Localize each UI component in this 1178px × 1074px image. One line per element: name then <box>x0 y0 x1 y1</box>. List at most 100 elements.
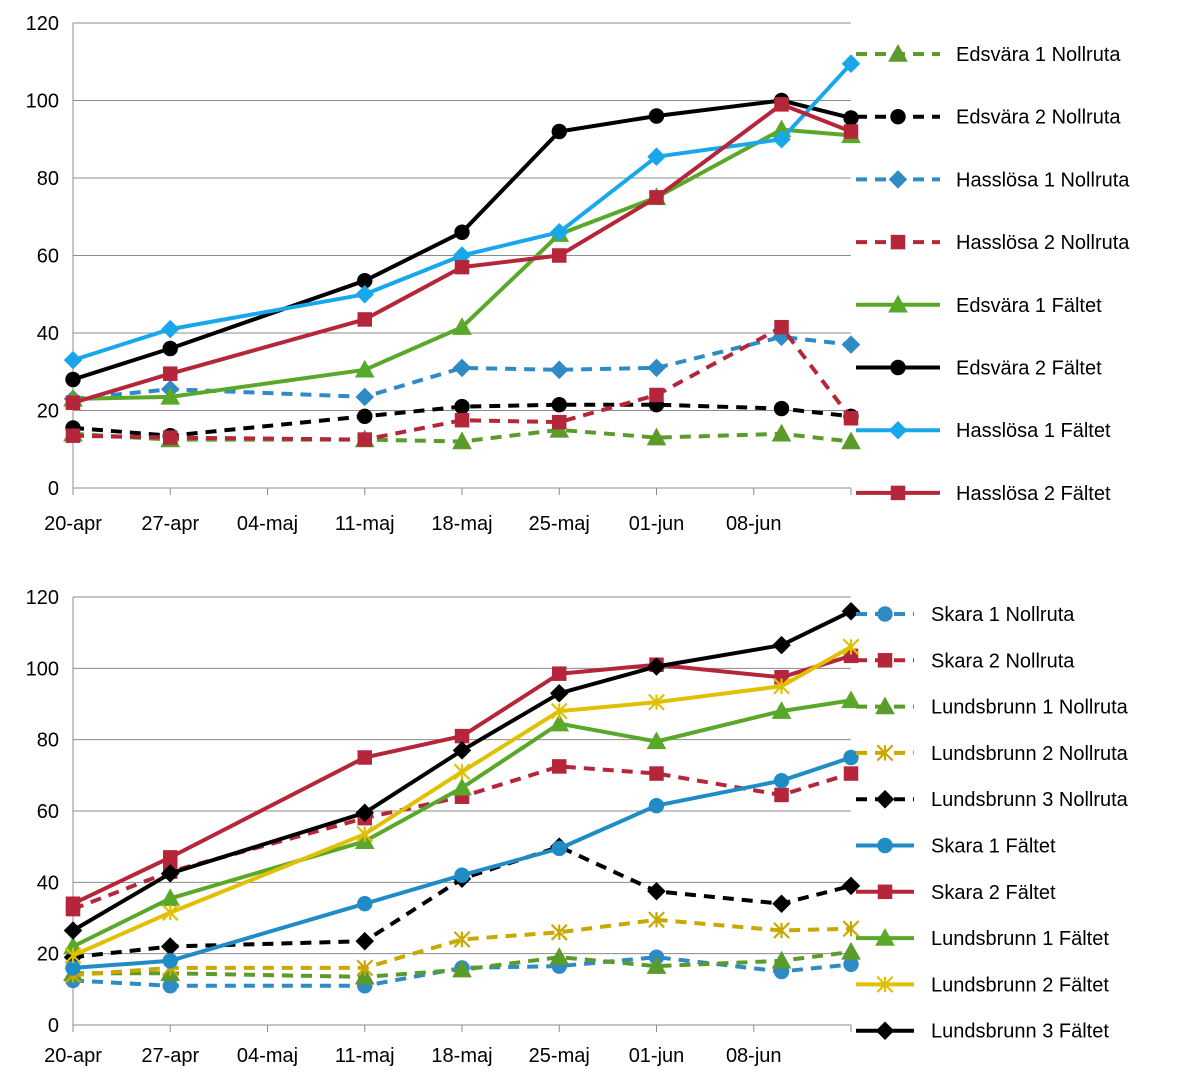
data-point <box>841 690 861 709</box>
x-tick-label: 08-jun <box>726 513 782 535</box>
legend-marker <box>875 789 895 809</box>
data-point <box>549 684 569 703</box>
legend-label: Hasslösa 2 Nollruta <box>956 232 1130 254</box>
legend-item: Edsvära 2 Fältet <box>856 358 1102 380</box>
data-point <box>357 750 372 765</box>
series-line <box>71 609 852 933</box>
series-line <box>72 653 852 906</box>
data-point <box>452 431 472 450</box>
x-tick-label: 20-apr <box>44 1045 102 1067</box>
x-tick-label: 18-maj <box>431 513 492 535</box>
legend-item: Lundsbrunn 2 Fältet <box>856 974 1109 996</box>
data-point <box>65 371 81 388</box>
data-point <box>646 731 667 750</box>
x-tick-label: 01-jun <box>629 513 685 535</box>
data-point <box>648 108 665 124</box>
data-point <box>646 427 667 446</box>
legend-marker <box>876 975 894 993</box>
data-point <box>454 259 470 275</box>
legend-label: Edsvära 1 Fältet <box>956 295 1102 317</box>
y-tick-label: 0 <box>48 1015 59 1037</box>
chart-bottom: 0 20 40 60 80 100 120 20-apr 27-apr 04-maj 11-maj 1… <box>26 587 1129 1067</box>
data-point <box>841 602 861 621</box>
data-point <box>64 947 82 964</box>
legend-label: Hasslösa 1 Fältet <box>956 420 1111 442</box>
series-lundsbrunn-2-f-ltet <box>64 638 860 964</box>
data-point <box>841 54 861 73</box>
y-tick-label: 100 <box>26 658 59 680</box>
data-point <box>773 922 790 939</box>
series-hassl-sa-2-nollruta <box>65 319 859 447</box>
series-hassl-sa-2-f-ltet <box>65 97 859 410</box>
data-point <box>841 431 861 450</box>
legend-label: Lundsbrunn 2 Fältet <box>931 974 1109 996</box>
data-point <box>454 398 470 415</box>
x-tick-label: 27-apr <box>141 1045 199 1067</box>
data-point <box>772 129 791 149</box>
data-point <box>356 825 374 843</box>
data-point <box>63 921 83 940</box>
data-point <box>774 787 789 803</box>
legend-marker <box>888 170 908 189</box>
data-point <box>357 408 373 425</box>
data-point <box>549 360 569 380</box>
series-line <box>72 427 852 444</box>
y-tick-label: 20 <box>37 944 59 966</box>
data-point <box>160 937 180 956</box>
data-point <box>355 387 375 407</box>
x-tick-label: 01-jun <box>629 1045 685 1067</box>
y-tick-label: 80 <box>37 168 59 190</box>
legend-label: Skara 1 Fältet <box>931 836 1056 858</box>
legend: Edsvära 1 Nollruta Edsvära 2 Nollruta Hass… <box>856 43 1130 505</box>
data-point <box>842 638 860 656</box>
x-tick-label: 11-maj <box>335 513 395 535</box>
data-point <box>772 894 791 913</box>
data-point <box>647 358 666 378</box>
x-tick-label: 25-maj <box>529 1045 590 1067</box>
legend-marker <box>888 420 908 440</box>
data-point <box>65 896 81 911</box>
data-point <box>843 749 859 766</box>
data-point <box>843 766 859 781</box>
legend: Skara 1 Nollruta Skara 2 Nollruta Lundsbru… <box>856 604 1129 1043</box>
legend-label: Edsvära 1 Nollruta <box>956 44 1121 66</box>
legend-item: Edsvära 1 Nollruta <box>856 43 1121 66</box>
data-point <box>549 222 569 242</box>
data-point <box>841 876 861 896</box>
data-point <box>552 248 567 263</box>
legend-marker <box>875 928 895 946</box>
series-line <box>72 955 852 988</box>
y-tick-label: 80 <box>37 730 59 752</box>
data-point <box>552 759 567 774</box>
data-point <box>771 950 792 969</box>
data-point <box>452 959 472 978</box>
data-point <box>160 386 181 405</box>
data-point <box>550 923 568 941</box>
data-point <box>771 701 792 719</box>
y-tick-label: 60 <box>37 246 59 268</box>
data-point <box>552 666 567 681</box>
data-point <box>551 123 567 140</box>
data-point <box>160 864 180 883</box>
data-point <box>163 366 178 381</box>
data-point <box>648 797 665 814</box>
legend-marker <box>875 1021 895 1040</box>
legend-item: Hasslösa 2 Nollruta <box>856 232 1130 254</box>
data-point <box>646 956 667 974</box>
y-tick-label: 0 <box>48 478 59 500</box>
legend-label: Edsvära 2 Nollruta <box>956 107 1121 129</box>
legend-marker <box>890 109 906 125</box>
data-point <box>649 766 664 781</box>
legend-marker <box>875 696 895 715</box>
legend-marker <box>890 234 906 250</box>
legend-marker <box>877 606 893 622</box>
data-point <box>356 959 374 977</box>
data-point <box>648 693 665 711</box>
data-point <box>774 319 789 335</box>
legend-marker <box>877 884 893 900</box>
data-point <box>452 317 472 335</box>
data-point <box>452 741 472 760</box>
data-point <box>774 97 789 112</box>
data-point <box>357 896 373 912</box>
